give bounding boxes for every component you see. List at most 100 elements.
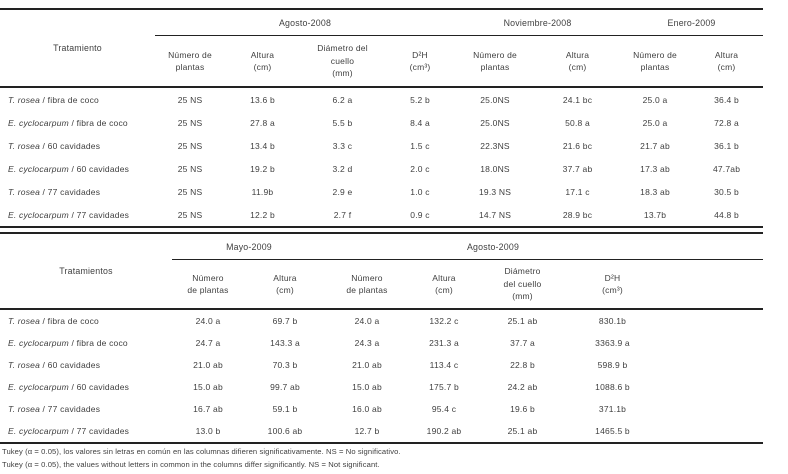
value-cell: 69.7 b [272, 316, 298, 326]
treatment-rest: / fibra de coco [40, 316, 99, 326]
month-group-noviembre-2008: Noviembre-2008 [455, 9, 621, 36]
header-line: Diámetro del [317, 43, 368, 54]
results-table-2009: Tratamientos Mayo-2009 Agosto-2009 Númer… [0, 232, 764, 444]
value-cell: 12.2 b [250, 209, 275, 220]
treatment-rest: / 60 cavidades [68, 163, 130, 174]
column-header-altura-ago: Altura (cm) [225, 35, 300, 88]
value-cell: 28.9 bc [562, 209, 593, 220]
column-header-diametro-ago: Diámetro del cuello (mm) [300, 35, 385, 88]
species-name: T. rosea [8, 404, 40, 414]
value-cell: 95.4 c [431, 404, 457, 414]
value-cell: 5.5 b [332, 117, 353, 128]
value-cell: 25.0NS [480, 117, 510, 128]
value-cell: 25.0NS [480, 94, 510, 105]
value-cell: 12.7 b [354, 426, 380, 436]
value-cell: 30.5 b [714, 186, 739, 197]
value-cell: 36.4 b [714, 94, 739, 105]
value-cell: 25.0 a [642, 117, 668, 128]
header-line: (cm³) [409, 62, 431, 72]
table-row: T. rosea / 77 cavidades 25 NS 11.9b 2.9 … [0, 180, 763, 203]
column-header-altura-nov: Altura (cm) [535, 35, 621, 88]
species-name: E. cyclocarpum [8, 117, 69, 128]
treatment-cell: T. rosea / fibra de coco [0, 309, 172, 332]
header-line: del cuello [503, 278, 542, 289]
value-cell: 830.1b [598, 316, 627, 326]
table-row: T. rosea / 60 cavidades 21.0 ab 70.3 b 2… [0, 354, 763, 376]
spacer-cell [660, 376, 763, 398]
treatment-cell: E. cyclocarpum / 77 cavidades [0, 203, 155, 227]
species-name: E. cyclocarpum [8, 338, 69, 348]
species-name: E. cyclocarpum [8, 382, 69, 392]
header-line: Altura [273, 272, 297, 283]
treatment-cell: E. cyclocarpum / fibra de coco [0, 111, 155, 134]
treatment-cell: T. rosea / fibra de coco [0, 87, 155, 111]
value-cell: 50.8 a [565, 117, 590, 128]
footnote-es: Tukey (α = 0.05), los valores sin letras… [2, 447, 401, 456]
value-cell: 13.6 b [250, 94, 275, 105]
value-cell: 2.9 e [332, 186, 353, 197]
footnote-en: Tukey (α = 0.05), the values without let… [2, 459, 380, 469]
species-name: E. cyclocarpum [8, 209, 69, 220]
value-cell: 22.3NS [480, 140, 510, 151]
table-row: E. cyclocarpum / 60 cavidades 25 NS 19.2… [0, 157, 763, 180]
spacer-cell [660, 332, 763, 354]
value-cell: 371.1b [598, 404, 627, 414]
value-cell: 1088.6 b [595, 382, 630, 392]
value-cell: 36.1 b [714, 140, 739, 151]
value-cell: 13.7b [643, 209, 667, 220]
header-line: D²H [412, 49, 428, 60]
treatment-cell: T. rosea / 60 cavidades [0, 354, 172, 376]
table-row: E. cyclocarpum / fibra de coco 24.7 a 14… [0, 332, 763, 354]
treatment-rest: / fibra de coco [68, 338, 128, 348]
treatment-cell: E. cyclocarpum / 60 cavidades [0, 157, 155, 180]
value-cell: 231.3 a [429, 338, 459, 348]
species-name: T. rosea [8, 94, 40, 105]
value-cell: 2.0 c [410, 163, 430, 174]
value-cell: 100.6 ab [267, 426, 303, 436]
table-row: E. cyclocarpum / 77 cavidades 25 NS 12.2… [0, 203, 763, 227]
value-cell: 24.7 a [195, 338, 221, 348]
month-group-mayo-2009: Mayo-2009 [172, 233, 326, 260]
value-cell: 15.0 ab [352, 382, 382, 392]
treatment-cell: T. rosea / 77 cavidades [0, 180, 155, 203]
value-cell: 72.8 a [714, 117, 739, 128]
value-cell: 19.6 b [510, 404, 535, 414]
treatment-column-header: Tratamiento [0, 9, 155, 88]
value-cell: 17.1 c [565, 186, 590, 197]
header-line: Diámetro [504, 266, 541, 277]
value-cell: 21.6 bc [562, 140, 593, 151]
value-cell: 190.2 ab [426, 426, 462, 436]
column-header-d2h-ago: D²H (cm³) [385, 35, 456, 88]
value-cell: 13.0 b [195, 426, 221, 436]
value-cell: 24.0 a [354, 316, 380, 326]
header-line: Número de [168, 49, 212, 60]
value-cell: 21.0 ab [352, 360, 382, 370]
value-cell: 25.1 ab [507, 316, 538, 326]
month-group-agosto-2009: Agosto-2009 [326, 233, 661, 260]
treatment-column-header: Tratamientos [0, 233, 172, 310]
value-cell: 0.9 c [410, 209, 430, 220]
value-cell: 175.7 b [429, 382, 459, 392]
treatment-rest: / 77 cavidades [68, 209, 130, 220]
value-cell: 1.0 c [410, 186, 430, 197]
results-table-2008-2009: Tratamiento Agosto-2008 Noviembre-2008 E… [0, 8, 764, 228]
header-line: Altura [432, 272, 456, 283]
value-cell: 24.1 bc [562, 94, 593, 105]
table-row: T. rosea / 60 cavidades 25 NS 13.4 b 3.3… [0, 134, 763, 157]
value-cell: 22.8 b [510, 360, 535, 370]
column-header-num-plantas-ago: Número de plantas [155, 35, 225, 88]
header-line: (cm) [276, 285, 294, 295]
species-name: E. cyclocarpum [8, 426, 69, 436]
value-cell: 70.3 b [272, 360, 298, 370]
header-line: de plantas [346, 285, 388, 295]
treatment-rest: / 60 cavidades [68, 382, 130, 392]
value-cell: 19.2 b [250, 163, 275, 174]
table-row: T. rosea / fibra de coco 25 NS 13.6 b 6.… [0, 87, 763, 111]
column-header-num-plantas-nov: Número de plantas [455, 35, 536, 88]
spacer-cell [660, 354, 763, 376]
value-cell: 11.9b [251, 186, 274, 197]
value-cell: 1465.5 b [595, 426, 630, 436]
header-line: de plantas [187, 285, 229, 295]
value-cell: 598.9 b [597, 360, 628, 370]
